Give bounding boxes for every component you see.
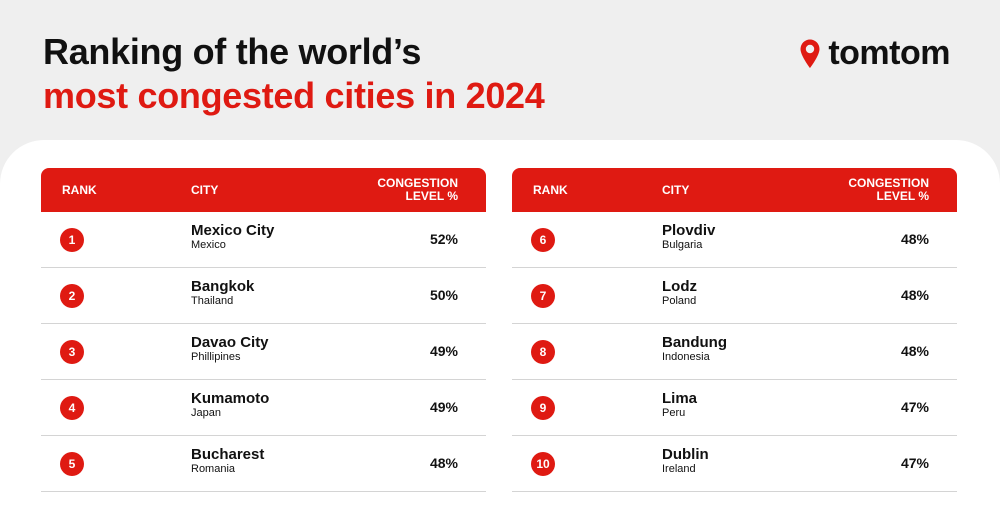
city-column-header: CITY xyxy=(662,183,690,197)
congestion-header-line-2: LEVEL % xyxy=(405,189,458,203)
title-line-2: most congested cities in 2024 xyxy=(43,75,545,116)
congestion-header-line-1: CONGESTION xyxy=(377,176,458,190)
city-name: Davao City xyxy=(191,334,269,351)
country-name: Thailand xyxy=(191,295,234,307)
city-cell: Plovdiv Bulgaria xyxy=(662,222,715,252)
city-cell: Davao City Phillipines xyxy=(191,334,269,364)
table-row: 1 Mexico City Mexico 52% xyxy=(41,212,486,268)
city-cell: Dublin Ireland xyxy=(662,446,709,476)
city-name: Lima xyxy=(662,390,698,407)
city-cell: Lodz Poland xyxy=(662,278,697,308)
table-row: 6 Plovdiv Bulgaria 48% xyxy=(512,212,957,268)
country-name: Romania xyxy=(191,463,236,475)
congestion-level: 48% xyxy=(900,343,929,359)
city-name: Dublin xyxy=(662,446,709,463)
logo-text: tomtom xyxy=(828,34,950,72)
city-cell: Bandung Indonesia xyxy=(662,334,727,364)
tomtom-logo: tomtom xyxy=(798,34,950,73)
table-row: 5 Bucharest Romania 48% xyxy=(41,436,486,492)
table-body: 1 Mexico City Mexico 52% 2 Bangkok Thailand 50%… xyxy=(41,212,486,492)
rank-badge: 3 xyxy=(60,340,84,364)
rank-badge: 10 xyxy=(531,452,555,476)
city-name: Bangkok xyxy=(191,278,255,295)
city-name: Mexico City xyxy=(191,222,275,239)
country-name: Phillipines xyxy=(191,351,241,363)
congestion-level: 50% xyxy=(429,287,458,303)
rank-badge: 4 xyxy=(60,396,84,420)
ranking-table-left: RANK CITY CONGESTION LEVEL % 1 Mexico Cit… xyxy=(41,168,486,492)
rank-badge: 6 xyxy=(531,228,555,252)
country-name: Bulgaria xyxy=(662,239,703,251)
congestion-level: 48% xyxy=(429,455,458,471)
table-header: RANK CITY CONGESTION LEVEL % xyxy=(512,168,957,212)
city-name: Plovdiv xyxy=(662,222,716,239)
rank-badge: 7 xyxy=(531,284,555,308)
city-cell: Kumamoto Japan xyxy=(191,390,269,420)
country-name: Ireland xyxy=(662,463,696,475)
city-cell: Bucharest Romania xyxy=(191,446,264,476)
city-cell: Mexico City Mexico xyxy=(191,222,274,252)
city-name: Bucharest xyxy=(191,446,265,463)
city-name: Bandung xyxy=(662,334,727,351)
table-header: RANK CITY CONGESTION LEVEL % xyxy=(41,168,486,212)
country-name: Indonesia xyxy=(662,351,710,363)
location-pin-icon xyxy=(800,39,820,68)
title-line-1: Ranking of the world’s xyxy=(43,31,422,72)
congestion-header-line-1: CONGESTION xyxy=(848,176,929,190)
congestion-level: 47% xyxy=(900,455,929,471)
congestion-column-header: CONGESTION LEVEL % xyxy=(848,177,929,203)
table-row: 10 Dublin Ireland 47% xyxy=(512,436,957,492)
city-column-header: CITY xyxy=(191,183,219,197)
country-name: Japan xyxy=(191,407,221,419)
rank-badge: 9 xyxy=(531,396,555,420)
rank-badge: 1 xyxy=(60,228,84,252)
rank-badge: 5 xyxy=(60,452,84,476)
congestion-level: 49% xyxy=(429,399,458,415)
congestion-level: 52% xyxy=(429,231,458,247)
city-name: Kumamoto xyxy=(191,390,270,407)
rank-badge: 2 xyxy=(60,284,84,308)
city-name: Lodz xyxy=(662,278,697,295)
table-row: 9 Lima Peru 47% xyxy=(512,380,957,436)
rank-column-header: RANK xyxy=(533,183,568,197)
country-name: Mexico xyxy=(191,239,226,251)
ranking-table-right: RANK CITY CONGESTION LEVEL % 6 Plovdiv Bul… xyxy=(512,168,957,492)
congestion-level: 47% xyxy=(900,399,929,415)
country-name: Peru xyxy=(662,407,686,419)
table-row: 2 Bangkok Thailand 50% xyxy=(41,268,486,324)
congestion-level: 49% xyxy=(429,343,458,359)
city-cell: Lima Peru xyxy=(662,390,697,420)
congestion-header-line-2: LEVEL % xyxy=(876,189,929,203)
city-cell: Bangkok Thailand xyxy=(191,278,254,308)
page-title: Ranking of the world’s most congested ci… xyxy=(43,30,545,118)
table-body: 6 Plovdiv Bulgaria 48% 7 Lodz Poland 48% 8 Bandun… xyxy=(512,212,957,492)
table-row: 7 Lodz Poland 48% xyxy=(512,268,957,324)
congestion-level: 48% xyxy=(900,231,929,247)
rank-column-header: RANK xyxy=(62,183,97,197)
table-row: 4 Kumamoto Japan 49% xyxy=(41,380,486,436)
rank-badge: 8 xyxy=(531,340,555,364)
table-row: 3 Davao City Phillipines 49% xyxy=(41,324,486,380)
table-row: 8 Bandung Indonesia 48% xyxy=(512,324,957,380)
congestion-level: 48% xyxy=(900,287,929,303)
congestion-column-header: CONGESTION LEVEL % xyxy=(377,177,458,203)
country-name: Poland xyxy=(662,295,697,307)
